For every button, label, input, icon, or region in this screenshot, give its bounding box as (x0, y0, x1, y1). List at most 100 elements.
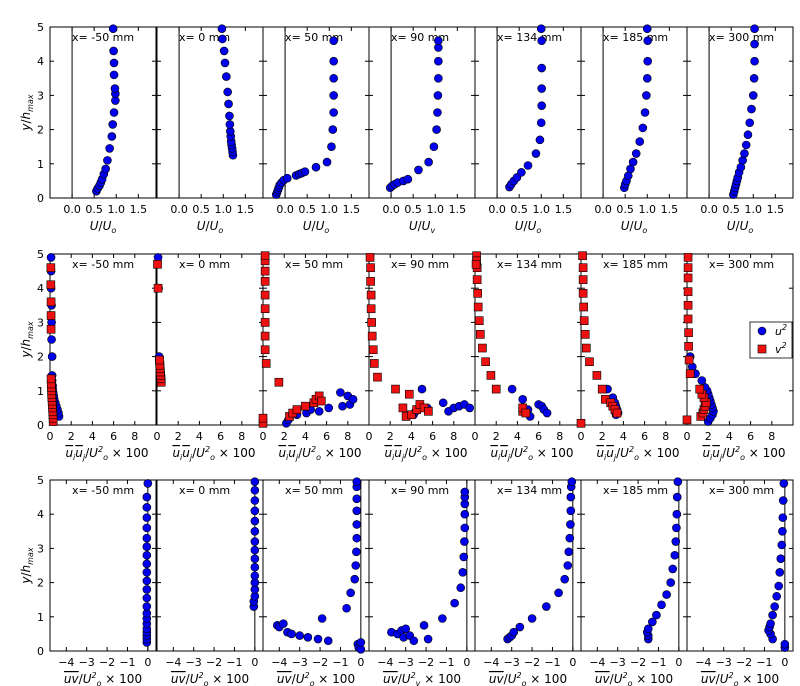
x-axis-label-part: × 100 (745, 446, 786, 460)
data-point-v2 (683, 287, 693, 296)
data-point-v2 (260, 345, 270, 355)
x-axis-label-part: o (642, 226, 647, 235)
data-point-v2 (260, 318, 270, 327)
data-point-uv (142, 576, 152, 586)
panel-label: x= 185 mm (603, 31, 668, 44)
x-tick-label: 8 (238, 430, 245, 443)
data-point-U (537, 84, 546, 93)
data-point-uv (776, 554, 786, 563)
y-axis-label-part: / (19, 118, 33, 123)
x-axis-label-part: / (504, 672, 509, 686)
x-axis-label-part: o (204, 679, 209, 686)
x-tick-label: −1 (756, 656, 772, 669)
x-tick-label: 1.0 (427, 203, 445, 216)
data-point-v2 (683, 253, 693, 262)
data-point-v2 (369, 359, 379, 368)
data-point-U (110, 84, 120, 93)
x-tick-label: 2 (68, 430, 75, 443)
x-tick-label: 1.5 (343, 203, 361, 216)
x-tick-label: 8 (662, 430, 669, 443)
data-point-u2 (46, 253, 56, 262)
x-tick-label: 0 (251, 656, 258, 669)
data-point-v2 (684, 328, 693, 337)
panel-3-4: −4 −3 −2 −1 0 x= 90 mm uv/U2v × 100 (368, 479, 476, 686)
data-point-uv (250, 537, 260, 546)
x-tick-label: 0.5 (85, 203, 103, 216)
x-axis-label-part: × 100 (208, 672, 249, 686)
data-point-uv (287, 629, 296, 639)
x-axis-label-part: U (296, 672, 305, 686)
x-axis-label-part: U (720, 672, 729, 686)
x-tick-label: −3 (716, 656, 732, 669)
x-tick-label: 0.5 (510, 203, 528, 216)
panel-label: x= -50 mm (72, 258, 134, 271)
data-point-uv (317, 614, 327, 623)
x-axis-label-part: / (736, 219, 741, 233)
y-tick-label: 0 (37, 419, 44, 432)
data-point-v2 (682, 415, 692, 425)
x-tick-label: −4 (377, 656, 393, 669)
x-axis-label-part: / (722, 446, 727, 460)
x-tick-label: 1.0 (108, 203, 126, 216)
data-point-v2 (685, 369, 695, 379)
y-tick-label: 5 (37, 474, 44, 487)
data-point-U (403, 174, 413, 184)
x-tick-label: 8 (344, 430, 351, 443)
data-point-v2 (578, 275, 588, 284)
x-tick-label: 6 (323, 430, 330, 443)
x-axis-label: uv/U2o × 100 (489, 671, 567, 686)
data-point-uv (250, 516, 260, 526)
data-point-uv (566, 520, 575, 529)
data-point-uv (250, 571, 260, 581)
data-point-U (434, 56, 443, 66)
data-point-uv (774, 581, 784, 591)
panel-label: x= 50 mm (285, 258, 343, 271)
x-tick-label: 0 (144, 656, 151, 669)
data-point-uv (352, 477, 362, 487)
y-tick-label: 4 (37, 508, 44, 521)
data-point-v2 (46, 374, 56, 384)
data-point-U (433, 108, 442, 117)
data-point-uv (250, 496, 260, 505)
data-point-uv (346, 588, 355, 598)
x-axis-label-part: i (392, 453, 395, 462)
x-axis-label-part: u (712, 446, 720, 460)
data-point-uv (142, 593, 152, 603)
x-axis-label-part: u (172, 446, 180, 460)
data-point-v2 (261, 359, 271, 368)
y-axis-label-part: y (19, 576, 33, 585)
data-point-U (640, 108, 650, 117)
panel-frame (474, 253, 582, 426)
x-axis-label-part: 2 (629, 445, 634, 454)
data-point-uv (423, 634, 433, 644)
x-tick-label: 4 (408, 430, 415, 443)
y-axis-label-part: / (19, 345, 33, 350)
x-axis-label-part: j (401, 453, 405, 462)
x-axis-label-part: u (500, 446, 508, 460)
data-point-v2 (576, 418, 586, 428)
panel-3-6: −4 −3 −2 −1 0 x= 185 mm uv/U2o × 100 (580, 477, 688, 686)
data-point-uv (515, 622, 525, 632)
x-axis-label-part: × 100 (533, 446, 574, 460)
data-point-v2 (585, 357, 594, 367)
data-point-v2 (366, 304, 376, 314)
x-tick-label: 1.5 (237, 203, 255, 216)
data-point-v2 (366, 290, 376, 300)
data-point-uv (668, 564, 678, 574)
data-point-U (108, 120, 118, 129)
data-point-uv (142, 559, 152, 569)
panel-frame (580, 253, 688, 426)
data-point-U (222, 72, 231, 81)
data-point-uv (779, 479, 789, 488)
legend-label-v2-part: 2 (782, 341, 787, 350)
x-tick-label: 6 (535, 430, 542, 443)
data-point-v2 (155, 355, 164, 365)
x-tick-label: 1.5 (555, 203, 573, 216)
data-point-uv (303, 633, 313, 642)
data-point-uv (142, 492, 152, 502)
y-tick-label: 3 (37, 316, 44, 329)
x-axis-label: U/Uo (727, 219, 754, 235)
x-axis-label-part: U (90, 219, 99, 233)
